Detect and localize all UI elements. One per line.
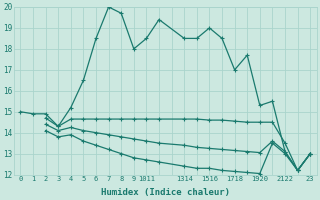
X-axis label: Humidex (Indice chaleur): Humidex (Indice chaleur)	[101, 188, 230, 197]
